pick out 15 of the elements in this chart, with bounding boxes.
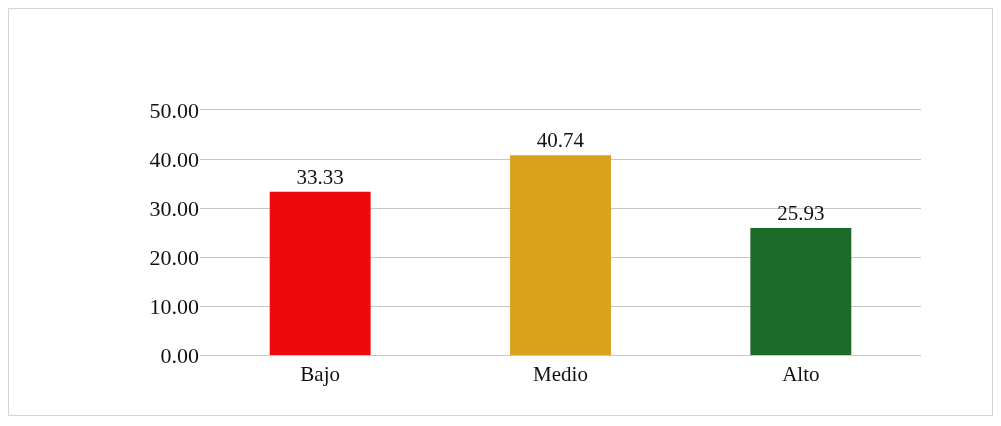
data-label: 33.33 bbox=[296, 164, 344, 189]
bar bbox=[269, 191, 371, 355]
data-label: 40.74 bbox=[536, 128, 585, 153]
y-tick-label: 30.00 bbox=[149, 195, 199, 221]
y-tick-label: 10.00 bbox=[149, 293, 199, 319]
x-tick-label: Bajo bbox=[300, 362, 341, 387]
y-tick-label: 40.00 bbox=[149, 146, 199, 172]
y-tick-label: 20.00 bbox=[149, 244, 199, 270]
y-tick-label: 50.00 bbox=[149, 97, 199, 123]
y-tick-label: 0.00 bbox=[160, 342, 199, 368]
x-tick-label: Alto bbox=[782, 362, 820, 387]
data-label: 25.93 bbox=[777, 200, 825, 225]
bar bbox=[750, 227, 852, 355]
x-tick-label: Medio bbox=[533, 362, 588, 387]
bar bbox=[510, 155, 611, 355]
